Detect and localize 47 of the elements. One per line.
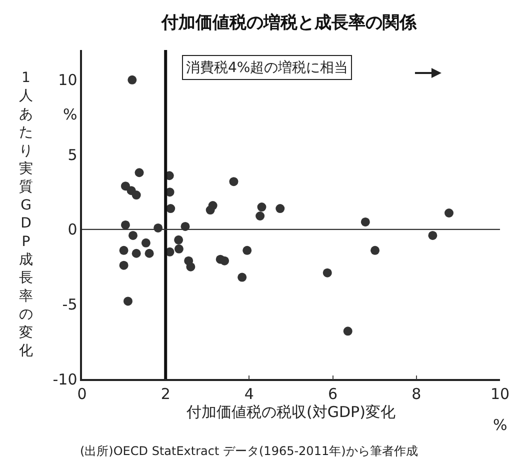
- x-tick-label: 4: [244, 384, 254, 403]
- point: [360, 217, 370, 226]
- point: [242, 246, 252, 255]
- y-tick-label: 0: [68, 220, 78, 239]
- y-tick-label: 10: [58, 71, 78, 90]
- point: [174, 244, 184, 254]
- point: [174, 235, 184, 244]
- point: [322, 268, 332, 278]
- x-tick-label: 6: [328, 384, 338, 403]
- point: [132, 190, 141, 200]
- point: [128, 75, 137, 84]
- point: [166, 204, 176, 214]
- point: [186, 262, 196, 272]
- point: [229, 177, 238, 186]
- x-axis-title: 付加価値税の税収(対GDP)変化: [186, 402, 396, 421]
- y-tick-label: 5: [68, 146, 78, 164]
- point: [256, 212, 265, 220]
- y-tick-label: -10: [52, 370, 78, 388]
- point: [120, 220, 130, 230]
- point: [276, 204, 285, 214]
- x-tick-label: 2: [160, 384, 170, 403]
- point: [132, 248, 141, 258]
- point: [123, 296, 132, 306]
- y-tick-label: -5: [62, 295, 78, 314]
- point: [444, 208, 454, 218]
- point: [343, 326, 352, 336]
- point: [370, 246, 380, 255]
- point: [238, 272, 247, 282]
- x-tick-label: 8: [412, 384, 422, 403]
- point: [119, 260, 128, 270]
- point: [257, 202, 266, 212]
- x-tick-label: 10: [490, 384, 510, 403]
- text: (出所)OECD StatExtract データ(1965-2011年)から筆者作成: [80, 444, 418, 458]
- y-tick-label: %: [62, 106, 78, 124]
- point: [134, 168, 144, 178]
- text: %: [493, 416, 508, 434]
- ref-line-label: 消費税4%超の増税に相当: [186, 59, 348, 76]
- point: [141, 238, 150, 248]
- point: [220, 256, 230, 266]
- point: [144, 248, 154, 258]
- point: [128, 230, 138, 240]
- point: [208, 201, 218, 210]
- chart-title: 付加価値税の増税と成長率の関係: [160, 12, 418, 34]
- text: 1人あたり実質GDP成長率の変化: [19, 70, 33, 359]
- point: [428, 230, 438, 240]
- point: [119, 246, 128, 255]
- point: [120, 182, 130, 191]
